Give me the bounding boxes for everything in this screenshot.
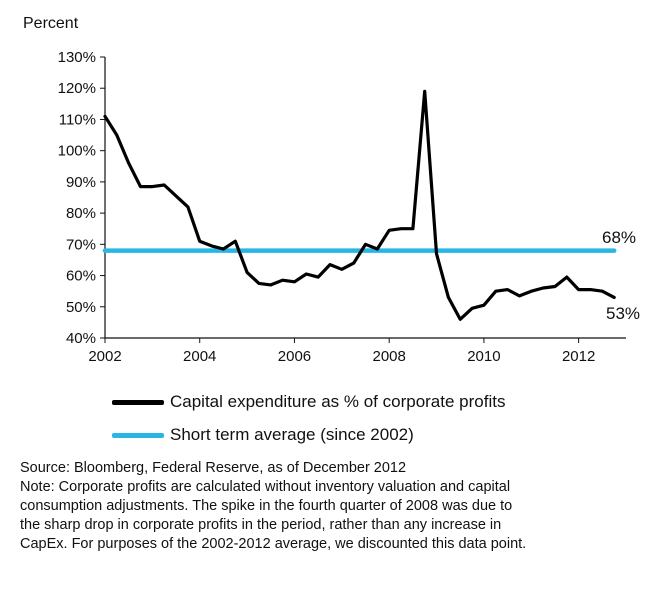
y-axis-label: Percent: [23, 15, 79, 32]
x-tick-label: 2002: [88, 348, 121, 365]
note-line: consumption adjustments. The spike in th…: [20, 498, 513, 514]
legend-label-average: Short term average (since 2002): [170, 425, 414, 444]
footnotes: Source: Bloomberg, Federal Reserve, as o…: [20, 459, 660, 554]
y-tick-label: 70%: [66, 236, 96, 253]
legend-swatch-capex: [112, 399, 164, 405]
legend-item-capex: Capital expenditure as % of corporate pr…: [112, 392, 505, 412]
y-tick-label: 120%: [58, 80, 96, 97]
average-annotation: 68%: [602, 228, 636, 247]
y-tick-label: 40%: [66, 330, 96, 347]
y-tick-label: 110%: [59, 111, 96, 128]
capex-line: [103, 89, 616, 321]
y-tick-label: 60%: [66, 268, 96, 285]
y-tick-label: 130%: [58, 49, 96, 66]
legend-swatch-average: [112, 432, 164, 438]
line-chart: Percent 40% 50% 60% 70% 80% 90% 100% 110% 120% 13…: [23, 15, 640, 365]
x-tick-label: 2010: [467, 348, 500, 365]
y-tick-label: 80%: [66, 205, 96, 222]
y-tick-label: 90%: [66, 174, 96, 191]
legend-label-capex: Capital expenditure as % of corporate pr…: [170, 392, 506, 411]
last-value-annotation: 53%: [606, 304, 640, 323]
source-note: Source: Bloomberg, Federal Reserve, as o…: [20, 460, 407, 476]
y-tick-label: 50%: [66, 299, 96, 316]
legend-item-average: Short term average (since 2002): [112, 425, 414, 445]
note-line: the sharp drop in corporate profits in t…: [20, 517, 502, 533]
x-tick-label: 2008: [372, 348, 405, 365]
y-tick-label: 100%: [58, 143, 96, 160]
x-tick-label: 2006: [278, 348, 311, 365]
note-line: Note: Corporate profits are calculated w…: [20, 479, 511, 495]
note-line: CapEx. For purposes of the 2002-2012 ave…: [20, 536, 527, 552]
x-tick-label: 2012: [562, 348, 595, 365]
x-tick-label: 2004: [183, 348, 216, 365]
